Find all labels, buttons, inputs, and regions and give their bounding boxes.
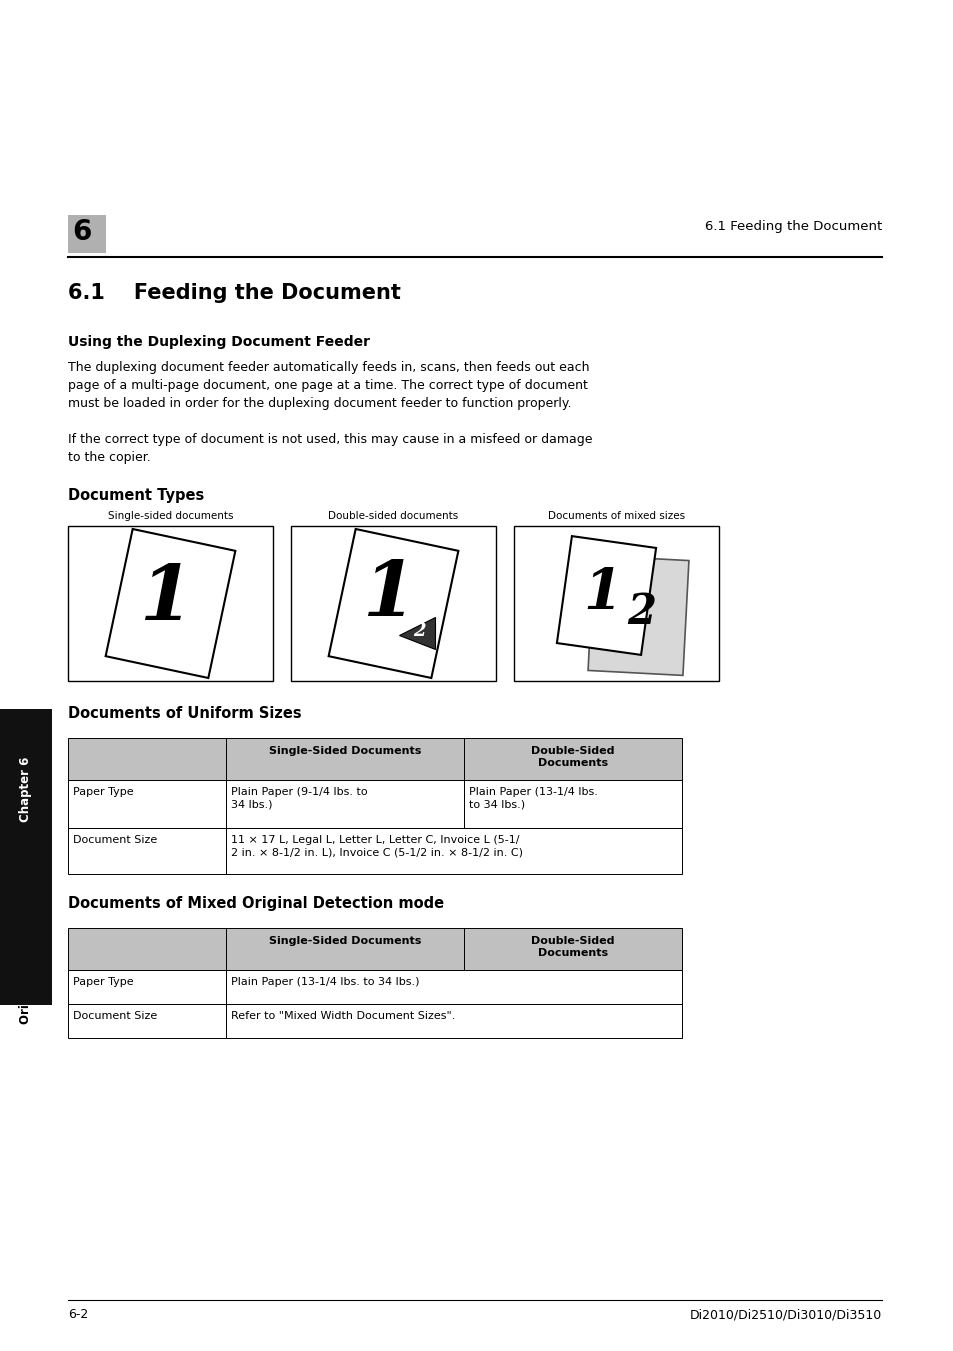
Text: Original Documents: Original Documents [19,893,32,1024]
Polygon shape [328,530,457,678]
Text: Documents of Mixed Original Detection mode: Documents of Mixed Original Detection mo… [68,896,444,911]
Bar [463,738,681,780]
Text: Paper Type: Paper Type [73,788,133,797]
Bar [226,780,463,828]
Polygon shape [557,536,656,655]
Text: Paper Type: Paper Type [73,977,133,988]
Text: Using the Duplexing Document Feeder: Using the Duplexing Document Feeder [68,335,370,349]
Bar [68,526,273,681]
Bar [68,828,226,874]
Text: The duplexing document feeder automatically feeds in, scans, then feeds out each: The duplexing document feeder automatica… [68,361,589,409]
Text: Document Size: Document Size [73,835,157,844]
Bar [68,215,106,253]
Text: Plain Paper (13-1/4 lbs. to 34 lbs.): Plain Paper (13-1/4 lbs. to 34 lbs.) [231,977,419,988]
Bar [463,928,681,970]
Polygon shape [587,555,688,676]
Polygon shape [106,530,235,678]
Bar [463,780,681,828]
Text: Documents of mixed sizes: Documents of mixed sizes [547,511,684,521]
Text: Double-sided documents: Double-sided documents [328,511,458,521]
Text: Single-Sided Documents: Single-Sided Documents [269,746,420,757]
Bar [68,928,226,970]
Bar [226,738,463,780]
Bar [514,526,719,681]
Polygon shape [399,617,435,650]
Bar [291,526,496,681]
Bar [226,828,681,874]
Text: 6: 6 [71,218,91,246]
Text: Double-Sided
Documents: Double-Sided Documents [531,936,614,958]
Text: Single-Sided Documents: Single-Sided Documents [269,936,420,946]
Bar [68,780,226,828]
Text: Double-Sided
Documents: Double-Sided Documents [531,746,614,769]
Text: Documents of Uniform Sizes: Documents of Uniform Sizes [68,707,301,721]
Text: Di2010/Di2510/Di3010/Di3510: Di2010/Di2510/Di3010/Di3510 [689,1308,882,1321]
Bar [68,738,226,780]
Text: Single-sided documents: Single-sided documents [108,511,233,521]
Bar [68,970,226,1004]
Text: 1: 1 [361,558,415,632]
Text: 6.1 Feeding the Document: 6.1 Feeding the Document [704,220,882,232]
Text: If the correct type of document is not used, this may cause in a misfeed or dama: If the correct type of document is not u… [68,434,592,463]
Text: Refer to "Mixed Width Document Sizes".: Refer to "Mixed Width Document Sizes". [231,1011,455,1021]
Text: Plain Paper (9-1/4 lbs. to
34 lbs.): Plain Paper (9-1/4 lbs. to 34 lbs.) [231,788,367,809]
Bar [226,1004,681,1038]
Bar [226,928,463,970]
Text: Plain Paper (13-1/4 lbs.
to 34 lbs.): Plain Paper (13-1/4 lbs. to 34 lbs.) [469,788,598,809]
Text: 6-2: 6-2 [68,1308,89,1321]
Text: 6.1    Feeding the Document: 6.1 Feeding the Document [68,282,400,303]
Text: Chapter 6: Chapter 6 [19,757,32,821]
Text: Document Types: Document Types [68,488,204,503]
Bar [226,970,681,1004]
Bar [0,709,52,1005]
Text: 2: 2 [626,590,656,632]
Text: Document Size: Document Size [73,1011,157,1021]
Bar [68,1004,226,1038]
Text: 2: 2 [413,623,425,640]
Text: 1: 1 [582,566,621,621]
Text: 11 × 17 L, Legal L, Letter L, Letter C, Invoice L (5-1/
2 in. × 8-1/2 in. L), In: 11 × 17 L, Legal L, Letter L, Letter C, … [231,835,522,858]
Text: 1: 1 [139,562,192,635]
